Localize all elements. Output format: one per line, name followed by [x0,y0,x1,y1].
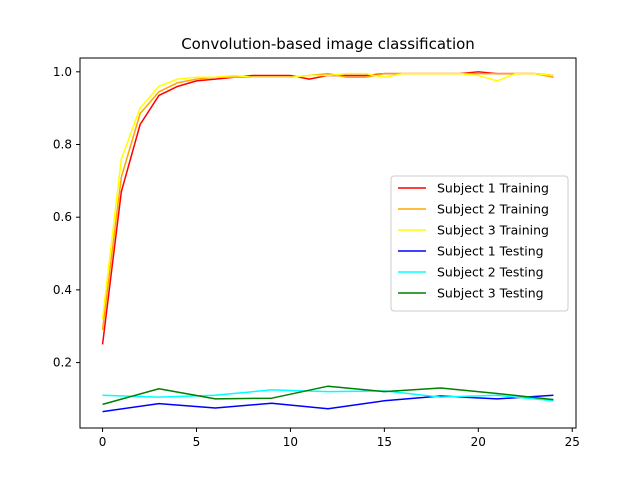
series-line-5 [102,389,554,402]
legend-label: Subject 3 Testing [437,286,544,301]
series-line-6 [102,385,554,406]
chart-title: Convolution-based image classification [181,35,475,53]
legend: Subject 1 Training Subject 2 Training Subj… [390,175,569,312]
y-tick-label: 0.4 [53,283,72,297]
plot-frame [79,57,577,429]
legend-label: Subject 1 Training [437,181,549,196]
y-tick-label: 0.2 [53,356,72,370]
x-tick-label: 5 [193,435,201,449]
x-tick-label: 0 [99,435,107,449]
y-tick-label: 0.6 [53,210,72,224]
x-tick-label: 10 [283,435,298,449]
series-line-3 [101,72,554,320]
y-tick-label: 0.8 [53,138,72,152]
legend-label: Subject 3 Training [437,223,549,238]
series-line-2 [101,72,554,330]
x-tick-label: 20 [471,435,486,449]
legend-label: Subject 2 Training [437,202,549,217]
series-line-4 [102,394,554,413]
series-lines [101,71,554,413]
tick-marks: 0 5 10 15 20 25 0.2 0.4 0.6 0.8 1.0 [53,65,580,449]
y-tick-label: 1.0 [53,65,72,79]
x-tick-label: 25 [565,435,580,449]
x-tick-label: 15 [377,435,392,449]
legend-label: Subject 1 Testing [437,244,544,259]
legend-box [390,175,569,312]
legend-label: Subject 2 Testing [437,265,544,280]
axes [79,57,577,429]
